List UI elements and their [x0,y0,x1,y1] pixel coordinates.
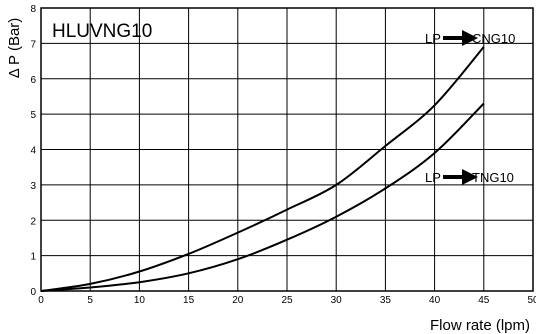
y-tick-label: 2 [30,216,36,227]
chart-title: HLUVNG10 [52,21,152,42]
y-tick-labels: 0 1 2 3 4 5 6 7 8 [30,4,36,298]
series-label-cng10: LP CNG10 [425,30,515,46]
x-tick-label: 50 [527,295,536,306]
y-tick-label: 0 [30,287,36,298]
x-tick-labels: 0 5 10 15 20 25 30 35 40 45 50 [38,295,536,306]
y-tick-label: 7 [30,39,36,50]
y-tick-label: 1 [30,252,36,263]
curves [40,46,485,292]
x-tick-label: 30 [331,295,343,306]
series-line-tng10 [40,102,485,292]
x-tick-label: 5 [87,295,93,306]
x-tick-label: 0 [38,295,44,306]
series-label-tng10: LP TNG10 [425,169,514,185]
series-line-cng10 [40,46,485,292]
y-tick-label: 6 [30,75,36,86]
y-tick-label: 5 [30,110,36,121]
x-tick-label: 35 [380,295,392,306]
y-tick-label: 3 [30,181,36,192]
x-tick-label: 15 [183,295,195,306]
y-tick-label: 8 [30,4,36,15]
series-label-tng10-target: TNG10 [472,170,514,185]
y-tick-label: 4 [30,146,36,157]
y-axis-label: Δ P (Bar) [6,18,23,79]
x-tick-label: 10 [134,295,146,306]
x-axis-label: Flow rate (lpm) [430,317,530,334]
x-tick-label: 45 [478,295,490,306]
x-tick-label: 25 [281,295,293,306]
x-tick-label: 20 [232,295,244,306]
x-tick-label: 40 [429,295,441,306]
plot-border [40,7,534,292]
series-label-tng10-source: LP [425,170,441,185]
series-label-cng10-target: CNG10 [472,31,515,46]
series-label-cng10-source: LP [425,31,441,46]
